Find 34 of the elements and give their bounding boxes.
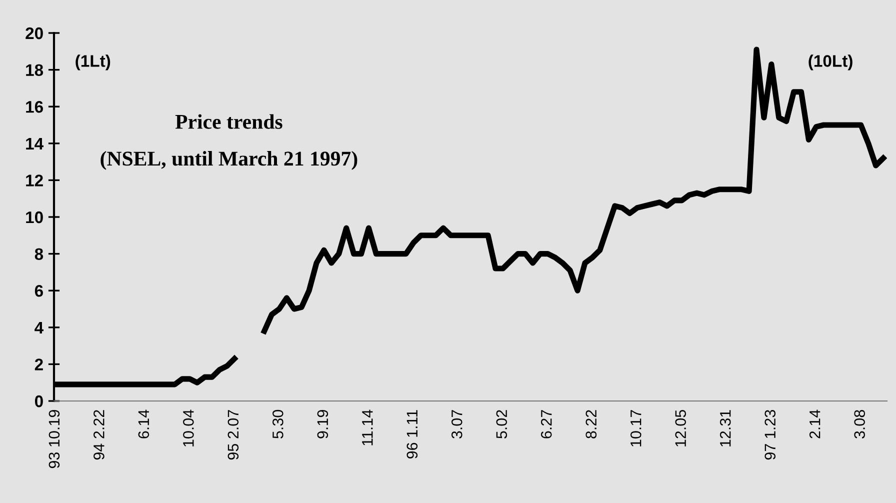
y-tick-label: 10 bbox=[26, 211, 43, 224]
x-tick-label: 10.17 bbox=[630, 410, 642, 446]
x-tick-label: 12.05 bbox=[675, 410, 686, 446]
x-tick-label: 6.27 bbox=[540, 410, 552, 438]
x-tick-label: 94 2.22 bbox=[94, 410, 104, 460]
y-tick-label: 20 bbox=[26, 27, 43, 40]
y-tick-label: 4 bbox=[34, 322, 44, 334]
text: Price trends bbox=[175, 114, 282, 129]
x-tick-label: 95 2.07 bbox=[228, 410, 239, 460]
y-tick-label: 18 bbox=[26, 64, 44, 76]
y-tick-label: 0 bbox=[34, 395, 43, 408]
x-tick-label: 97 1.23 bbox=[764, 410, 776, 460]
y-tick-label: 16 bbox=[26, 101, 43, 113]
text: (NSEL, until March 21 1997) bbox=[100, 151, 358, 170]
x-tick-label: 12.31 bbox=[720, 410, 731, 446]
annotation: (1Lt) bbox=[76, 54, 110, 70]
x-tick-label: 11.14 bbox=[362, 410, 373, 446]
x-tick-label: 93 10.19 bbox=[48, 410, 60, 468]
x-tick-label: 5.02 bbox=[496, 410, 508, 438]
x-tick-label: 10.04 bbox=[183, 410, 194, 446]
x-tick-label: 8.22 bbox=[586, 410, 597, 438]
y-tick-label: 6 bbox=[34, 285, 43, 297]
y-tick-label: 12 bbox=[26, 174, 43, 186]
y-tick-label: 14 bbox=[26, 138, 44, 150]
x-tick-label: 2.14 bbox=[809, 410, 820, 438]
x-tick-label: 3.08 bbox=[854, 410, 865, 438]
y-tick-label: 2 bbox=[34, 358, 43, 370]
x-tick-label: 6.14 bbox=[138, 410, 150, 438]
y-tick-label: 8 bbox=[34, 248, 44, 260]
x-tick-label: 5.30 bbox=[272, 410, 284, 438]
x-tick-label: 96 1.11 bbox=[406, 410, 418, 458]
x-tick-label: 9.19 bbox=[317, 410, 328, 438]
annotation: (10Lt) bbox=[808, 54, 852, 70]
x-tick-label: 3.07 bbox=[451, 410, 462, 438]
